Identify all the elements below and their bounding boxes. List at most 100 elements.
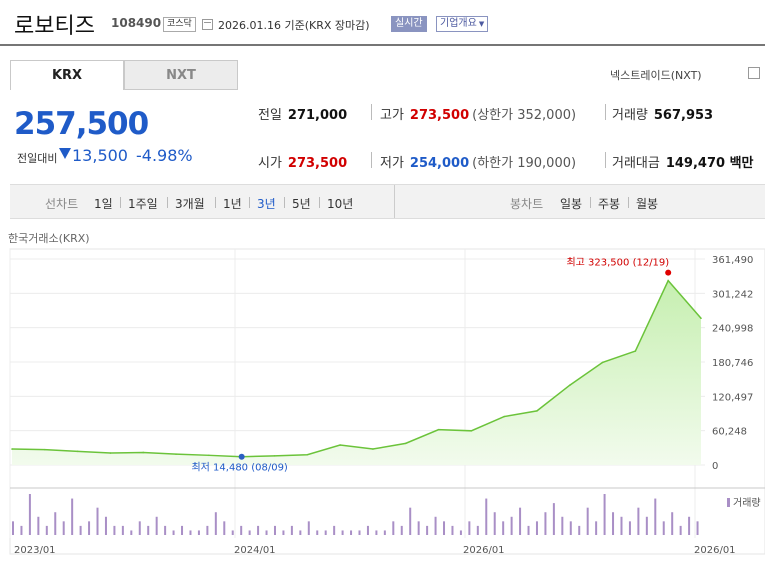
volume-bar (121, 525, 124, 535)
volume-bar (502, 521, 505, 535)
price-point (634, 350, 637, 352)
low-marker (238, 453, 245, 460)
volume-bar (671, 512, 674, 535)
exchange-label: 한국거래소(KRX) (8, 232, 90, 245)
y-tick-label: 301,242 (712, 289, 753, 300)
candle-chart-label: 봉차트 (510, 197, 544, 211)
volume-bar (409, 507, 412, 535)
divider (371, 152, 372, 168)
divider (249, 197, 250, 208)
realtime-button[interactable]: 실시간 (391, 16, 427, 32)
volume-legend-swatch (727, 498, 730, 507)
x-tick-label: 2026/01 (694, 545, 736, 556)
nxt-toggle-label: 넥스트레이드(NXT) (610, 69, 702, 82)
candle-daily[interactable]: 일봉 (560, 197, 583, 211)
divider (394, 185, 395, 218)
price-point (372, 448, 374, 450)
price-point (76, 450, 79, 453)
volume-bar (519, 507, 522, 535)
diff-percent: -4.98% (136, 146, 193, 165)
stat-prev-label: 전일 (258, 108, 282, 123)
volume-bar (265, 530, 268, 535)
period-bar: 선차트 1일 1주일 3개월 1년 3년 5년 10년 봉차트 일봉 주봉 월봉 (10, 184, 765, 219)
volume-bar (71, 498, 74, 535)
volume-bar (366, 525, 369, 535)
volume-bar (104, 516, 107, 535)
tab-krx[interactable]: KRX (10, 60, 124, 90)
volume-bar (341, 530, 344, 535)
volume-bar (434, 516, 437, 535)
stat-low-value: 254,000 (409, 156, 470, 171)
stat-open-value: 273,500 (287, 156, 348, 171)
volume-bar (417, 521, 420, 535)
volume-bar (358, 530, 361, 535)
stock-name: 로보티즈 (14, 14, 95, 39)
stock-code: 108490 (111, 16, 162, 30)
divider (215, 197, 216, 208)
stat-volume-label: 거래량 (612, 108, 648, 123)
volume-bar (375, 530, 378, 535)
volume-bar (400, 525, 403, 535)
volume-bar (223, 521, 226, 535)
current-price: 257,500 (14, 106, 149, 142)
quote-date: 2026.01.16 기준(KRX 장마감) (218, 19, 370, 32)
y-tick-label: 361,490 (712, 255, 753, 266)
price-area (12, 280, 701, 465)
company-info-button[interactable]: 기업개요 ▼ (436, 16, 489, 32)
diff-value: 13,500 (72, 146, 128, 165)
calendar-icon (202, 19, 213, 30)
divider (167, 197, 168, 208)
low-annotation: 최저 14,480 (08/09) (191, 462, 287, 474)
divider (590, 197, 591, 208)
stat-high-value: 273,500 (409, 108, 470, 123)
volume-bar (620, 516, 623, 535)
period-5y[interactable]: 5년 (292, 197, 311, 211)
price-point (437, 428, 440, 431)
divider (284, 197, 285, 208)
volume-bar (383, 530, 386, 535)
price-point (11, 448, 13, 450)
volume-bar (206, 525, 209, 535)
period-1d[interactable]: 1일 (94, 197, 113, 211)
volume-bar (290, 525, 293, 535)
volume-bar (155, 516, 158, 535)
stock-header: 로보티즈 108490 코스닥 2026.01.16 기준(KRX 장마감) 실… (0, 0, 765, 46)
volume-bar (138, 521, 141, 535)
period-3m[interactable]: 3개월 (175, 197, 205, 211)
stat-open: 시가 273,500 (258, 152, 347, 171)
volume-bar (350, 530, 353, 535)
volume-bar (476, 525, 479, 535)
volume-bar (392, 521, 395, 535)
stat-high-label: 고가 (380, 108, 404, 123)
period-1y[interactable]: 1년 (223, 197, 242, 211)
period-1w[interactable]: 1주일 (128, 197, 158, 211)
candle-weekly[interactable]: 주봉 (598, 197, 621, 211)
volume-bar (307, 521, 310, 535)
volume-bar (324, 530, 327, 535)
price-point (142, 451, 145, 454)
down-arrow-icon (59, 148, 71, 159)
volume-bar (578, 525, 581, 535)
price-point (700, 317, 702, 320)
volume-bar (147, 525, 150, 535)
period-3y[interactable]: 3년 (257, 197, 276, 211)
tab-nxt[interactable]: NXT (124, 60, 238, 90)
volume-bar (645, 516, 648, 535)
volume-bar (527, 525, 530, 535)
price-point (667, 279, 669, 282)
volume-bar (130, 530, 133, 535)
stat-volume: 거래량 567,953 (612, 104, 713, 123)
volume-bar (696, 521, 699, 535)
volume-bar (586, 507, 589, 535)
volume-bar (257, 525, 260, 535)
volume-bar (214, 512, 217, 535)
candle-monthly[interactable]: 월봉 (636, 197, 659, 211)
volume-bar (299, 530, 302, 535)
period-10y[interactable]: 10년 (327, 197, 354, 211)
divider (605, 152, 606, 168)
volume-bar (451, 525, 454, 535)
nxt-checkbox[interactable] (748, 67, 760, 79)
stat-volume-value: 567,953 (653, 108, 714, 123)
volume-bar (37, 516, 40, 535)
stat-amount: 거래대금 149,470 백만 (612, 152, 754, 171)
